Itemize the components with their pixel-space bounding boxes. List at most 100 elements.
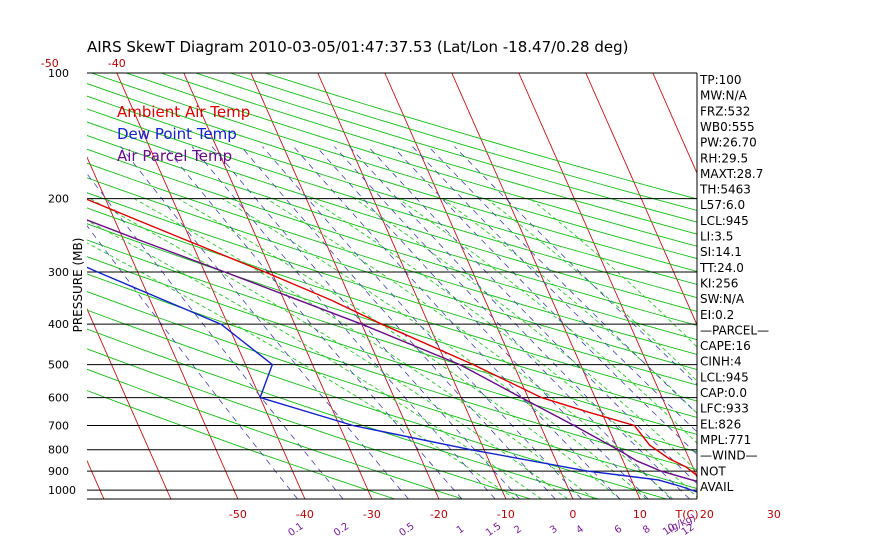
index-entry: SI:14.1 <box>700 245 742 259</box>
legend-item: Air Parcel Temp <box>117 147 232 165</box>
top-temp-tick-label: -50 <box>41 57 59 70</box>
dry-adiabat-line <box>126 73 697 247</box>
isotherm-line <box>87 156 239 499</box>
bottom-temp-tick-label: 30 <box>767 508 781 521</box>
index-entry: AVAIL <box>700 480 734 494</box>
dry-adiabat-line <box>87 177 697 371</box>
index-entry: TH:5463 <box>699 183 751 197</box>
moist-adiabat-line <box>265 198 673 499</box>
mixing-ratio-line <box>211 146 520 499</box>
series-dew-point-temp-line <box>87 266 697 493</box>
dry-adiabat-line <box>87 148 697 341</box>
index-entry: NOT <box>700 464 726 478</box>
legend-item: Dew Point Temp <box>117 125 237 143</box>
mixing-ratio-tick-label: 1.5 <box>484 521 503 539</box>
mixing-ratio-line <box>349 146 690 499</box>
moist-adiabat-line <box>354 198 697 472</box>
bottom-temp-tick-label: -50 <box>229 508 247 521</box>
moist-adiabat-line <box>87 242 516 499</box>
mixing-ratio-tick-label: 2 <box>512 524 524 537</box>
pressure-tick-label: 600 <box>48 392 69 405</box>
bottom-temp-tick-label: -20 <box>430 508 448 521</box>
dry-adiabat-line <box>87 108 697 299</box>
index-entry: —PARCEL— <box>700 323 769 337</box>
dry-adiabat-line <box>264 73 697 200</box>
index-entry: WB0:555 <box>700 120 755 134</box>
index-entry: MAXT:28.7 <box>700 167 763 181</box>
dry-adiabat-line <box>87 239 697 435</box>
index-entry: LFC:933 <box>700 402 749 416</box>
index-entry: L57:6.0 <box>700 198 745 212</box>
series-layer <box>87 198 697 493</box>
isotherm-line <box>451 73 641 499</box>
moist-adiabat-line <box>87 219 542 499</box>
pressure-tick-label: 1000 <box>48 484 76 497</box>
tick-labels: 1002003004005006007008009001000-120-110-… <box>41 57 781 539</box>
legend-item: Ambient Air Temp <box>117 103 250 121</box>
dry-adiabat-line <box>87 83 697 272</box>
pressure-tick-label: 200 <box>48 193 69 206</box>
dry-adiabat-line <box>230 73 697 211</box>
mixing-ratio-line <box>262 146 582 499</box>
pressure-tick-label: 900 <box>48 465 69 478</box>
isotherm-line <box>0 73 37 499</box>
isotherm-line <box>87 459 105 499</box>
bottom-temp-tick-label: -10 <box>497 508 515 521</box>
dry-adiabat-line <box>87 328 599 499</box>
dry-adiabat-line <box>87 223 697 418</box>
grid-layer <box>0 73 870 499</box>
isotherm-line <box>652 73 697 175</box>
mixing-ratio-line <box>87 173 344 499</box>
index-entry: SW:N/A <box>700 292 745 306</box>
moist-adiabat-line <box>221 198 647 499</box>
mixing-ratio-tick-label: 0.2 <box>332 521 351 539</box>
series-air-parcel-temp-line <box>87 219 697 483</box>
dry-adiabat-line <box>87 207 697 402</box>
index-entry: LCL:945 <box>700 370 749 384</box>
index-entry: CAPE:16 <box>700 339 751 353</box>
bottom-temp-tick-label: -30 <box>363 508 381 521</box>
isotherm-line <box>116 73 306 499</box>
dry-adiabat-line <box>87 273 697 471</box>
isotherm-line <box>518 73 697 478</box>
dry-adiabat-line <box>87 368 463 499</box>
mixing-ratio-tick-label: 0.1 <box>286 521 305 539</box>
mixing-ratio-tick-label: 3 <box>548 524 560 537</box>
dry-adiabat-line <box>160 73 697 235</box>
dry-adiabat-line <box>87 309 667 499</box>
mixing-ratio-line <box>87 225 298 499</box>
chart-title: AIRS SkewT Diagram 2010-03-05/01:47:37.5… <box>87 38 628 56</box>
index-entry: PW:26.70 <box>700 136 757 150</box>
mixing-ratio-tick-label: 8 <box>641 524 653 537</box>
pressure-tick-label: 300 <box>48 266 69 279</box>
mixing-ratio-line <box>367 146 697 485</box>
mixing-ratio-line <box>120 146 409 499</box>
mixing-ratio-line <box>315 146 649 499</box>
index-entry: TP:100 <box>699 73 742 87</box>
dry-adiabat-line <box>87 291 697 489</box>
pressure-tick-label: 100 <box>48 67 69 80</box>
index-entry: MPL:771 <box>700 433 751 447</box>
isotherm-line <box>787 73 870 499</box>
index-entry: FRZ:532 <box>700 104 750 118</box>
mixing-ratio-line <box>164 146 463 499</box>
moist-adiabat-line <box>442 198 697 414</box>
mixing-ratio-tick-label: 0.5 <box>397 521 416 539</box>
mixing-ratio-tick-label: 6 <box>613 524 625 537</box>
bottom-temp-tick-label: 20 <box>700 508 714 521</box>
pressure-tick-label: 400 <box>48 318 69 331</box>
index-entry: LI:3.5 <box>700 230 733 244</box>
index-entry: MW:N/A <box>700 89 748 103</box>
index-entry: CINH:4 <box>700 355 742 369</box>
dry-adiabat-line <box>87 121 697 312</box>
isotherm-line <box>183 73 373 499</box>
mixing-ratio-line <box>412 146 697 433</box>
dry-adiabat-line <box>195 73 697 223</box>
legend: Ambient Air Temp Dew Point Temp Air Parcel… <box>117 103 250 165</box>
pressure-tick-label: 500 <box>48 359 69 372</box>
dry-adiabat-line <box>87 192 697 386</box>
bottom-temp-tick-label: 10 <box>633 508 647 521</box>
top-temp-tick-label: -40 <box>108 57 126 70</box>
dry-adiabat-line <box>87 390 395 499</box>
